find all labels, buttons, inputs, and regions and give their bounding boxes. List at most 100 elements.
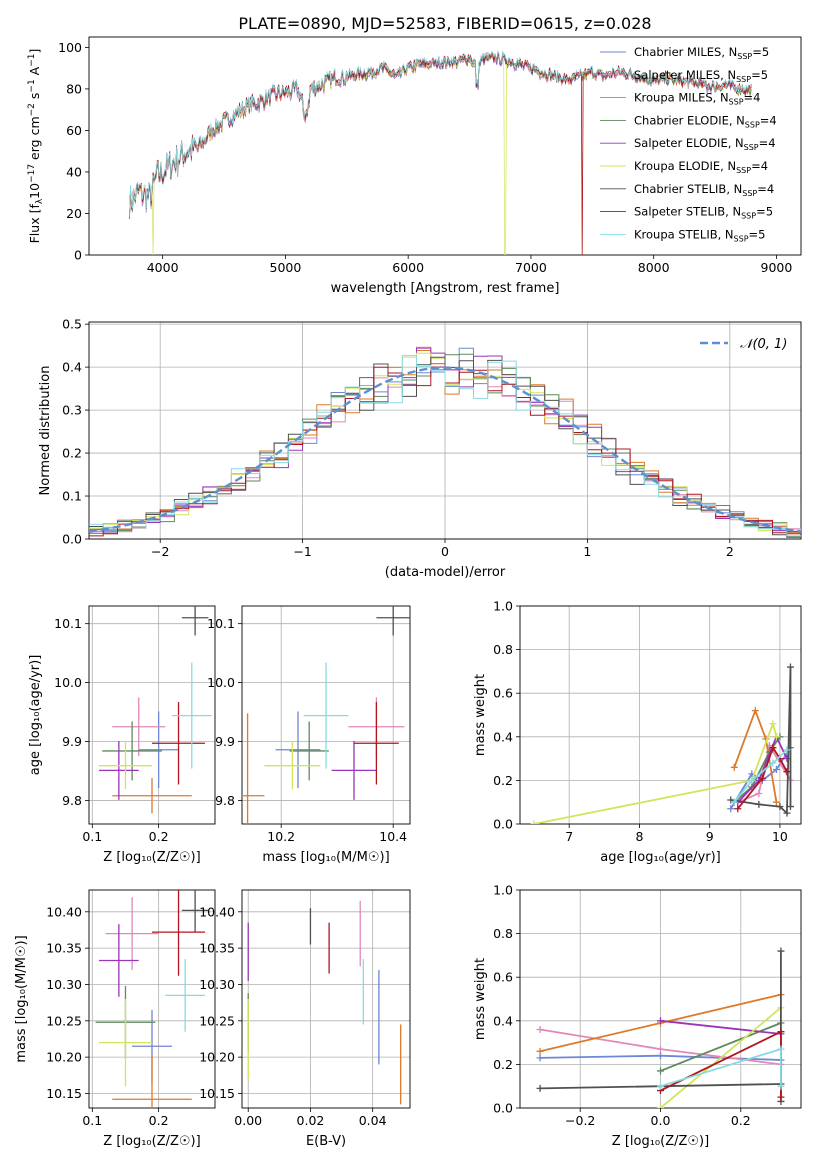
plot-area — [242, 606, 410, 824]
errorbar-kroupa-elodie — [98, 999, 152, 1087]
legend-label-salpeter-elodie: Salpeter ELODIE, NSSP=4 — [634, 136, 776, 152]
x-tick-label: 8000 — [638, 260, 670, 275]
x-tick-label: 9 — [706, 829, 714, 844]
weight-marker-chabrier-miles — [657, 1052, 664, 1060]
y-tick-label: 10.0 — [207, 675, 235, 690]
y-tick-label: 1.0 — [493, 599, 513, 614]
y-tick-label: 0.2 — [493, 773, 513, 788]
plot-frame — [88, 321, 802, 540]
x-tick-label: 0.2 — [149, 829, 169, 844]
errorbar-chabrier-miles — [138, 711, 179, 789]
errorbar-kroupa-miles — [242, 713, 265, 824]
y-tick-label: 10.1 — [207, 616, 235, 631]
y-tick-label: 0.2 — [493, 1057, 513, 1072]
weight-marker-kroupa-miles — [536, 1047, 544, 1055]
weight-line-kroupa-miles — [733, 708, 778, 803]
x-tick-label: −0.2 — [565, 1113, 595, 1128]
weight-marker-salpeter-elodie — [783, 755, 791, 763]
x-tick-label: 5000 — [270, 260, 302, 275]
errorbar-kroupa-elodie — [98, 742, 152, 790]
x-tick-label: 9000 — [761, 260, 793, 275]
errorbar-chabrier-elodie — [102, 721, 162, 781]
weight-marker-salpeter-miles — [657, 1045, 664, 1053]
weight-marker-kroupa-stelib — [777, 1082, 785, 1090]
y-tick-label: 0 — [74, 248, 82, 263]
legend-label-kroupa-miles: Kroupa MILES, NSSP=4 — [634, 91, 760, 107]
y-tick-label: 9.9 — [215, 734, 235, 749]
weight-marker-kroupa-stelib — [748, 776, 756, 784]
weight-line-salpeter-elodie — [737, 734, 788, 803]
legend-label-chabrier-elodie: Chabrier ELODIE, NSSP=4 — [634, 113, 777, 129]
plot-area — [247, 900, 402, 1105]
weight-marker-salpeter-stelib — [777, 1093, 785, 1101]
weight-line-kroupa-elodie — [533, 720, 778, 824]
x-axis-label: mass [log₁₀(M/M☉)] — [262, 850, 389, 865]
y-tick-label: 80 — [66, 81, 82, 96]
x-tick-label: 0.1 — [82, 1113, 102, 1128]
weight-marker-salpeter-elodie — [657, 1017, 664, 1025]
weight-marker-salpeter-miles — [755, 789, 763, 797]
y-tick-label: 9.8 — [62, 793, 82, 808]
weight-marker-salpeter-stelib — [769, 744, 777, 752]
y-tick-label: 10.25 — [199, 1013, 235, 1028]
y-axis-label: mass weight — [473, 674, 488, 756]
x-tick-label: −2 — [151, 544, 169, 559]
x-tick-label: 0.00 — [234, 1113, 262, 1128]
weight-marker-kroupa-stelib — [657, 1082, 664, 1090]
y-tick-label: 0.0 — [493, 817, 513, 832]
mass-vs-metallicity-panel: 0.1 0.2 10.15 10.20 10.25 10.30 10.35 10.40 Z [l… — [14, 889, 216, 1149]
weight-marker-salpeter-miles — [536, 1026, 544, 1034]
weight-marker-kroupa-stelib — [783, 746, 791, 754]
y-axis-label: age [log₁₀(age/yr)] — [28, 655, 43, 776]
y-tick-label: 0.8 — [493, 642, 513, 657]
weight-line-chabrier-elodie — [660, 1022, 782, 1072]
legend-label-chabrier-miles: Chabrier MILES, NSSP=5 — [634, 45, 769, 61]
x-tick-label: 0.0 — [651, 1113, 671, 1128]
y-tick-label: 0.4 — [62, 360, 82, 375]
figure-title: PLATE=0890, MJD=52583, FIBERID=0615, z=0… — [238, 14, 651, 33]
y-tick-label: 9.8 — [215, 793, 235, 808]
plot-area — [89, 346, 801, 538]
errorbar-kroupa-elodie — [264, 742, 321, 790]
y-tick-label: 10.35 — [46, 941, 82, 956]
x-tick-label: 0 — [441, 544, 449, 559]
x-tick-label: 7000 — [515, 260, 547, 275]
histogram-chabrier-stelib — [89, 356, 801, 538]
plot-frame — [241, 889, 411, 1109]
y-tick-label: 0.4 — [493, 1013, 513, 1028]
weight-marker-chabrier-stelib — [727, 796, 735, 804]
weight-marker-salpeter-stelib — [783, 768, 791, 776]
weight-marker-chabrier-stelib — [777, 947, 785, 955]
errorbar-salpeter-miles — [112, 697, 166, 757]
weight-marker-kroupa-miles — [751, 707, 759, 715]
legend-label-gaussian: 𝒩(0, 1) — [740, 337, 787, 352]
x-tick-label: 6000 — [392, 260, 424, 275]
errorbar-salpeter-elodie — [98, 924, 139, 997]
x-tick-label: 0.02 — [297, 1113, 325, 1128]
y-axis-label: mass [log₁₀(M/M☉)] — [14, 935, 29, 1062]
weight-marker-chabrier-stelib — [776, 803, 784, 811]
weight-marker-kroupa-elodie — [657, 1104, 664, 1108]
weight-marker-salpeter-stelib — [758, 774, 766, 782]
x-axis-label: wavelength [Angstrom, rest frame] — [331, 281, 560, 296]
weight-marker-chabrier-stelib — [536, 1084, 544, 1092]
x-tick-label: 8 — [635, 829, 643, 844]
x-tick-label: 0.2 — [731, 1113, 751, 1128]
x-tick-label: 4000 — [147, 260, 179, 275]
x-tick-label: 7 — [565, 829, 573, 844]
weight-marker-salpeter-stelib — [777, 1028, 785, 1036]
weight-line-chabrier-stelib — [730, 666, 792, 816]
x-tick-label: 10 — [772, 829, 788, 844]
y-tick-label: 10.20 — [199, 1050, 235, 1065]
spectrum-line-kroupa-miles — [129, 54, 752, 255]
weight-marker-kroupa-miles — [772, 798, 780, 806]
y-axis-label: mass weight — [473, 958, 488, 1040]
x-axis-label: E(B-V) — [306, 1134, 346, 1149]
y-tick-label: 20 — [66, 206, 82, 221]
weight-marker-kroupa-stelib — [769, 759, 777, 767]
y-tick-label: 10.40 — [199, 904, 235, 919]
x-axis-label: Z [log₁₀(Z/Z☉)] — [103, 850, 200, 865]
histogram-kroupa-stelib — [89, 355, 801, 537]
x-axis-label: Z [log₁₀(Z/Z☉)] — [612, 1134, 709, 1149]
